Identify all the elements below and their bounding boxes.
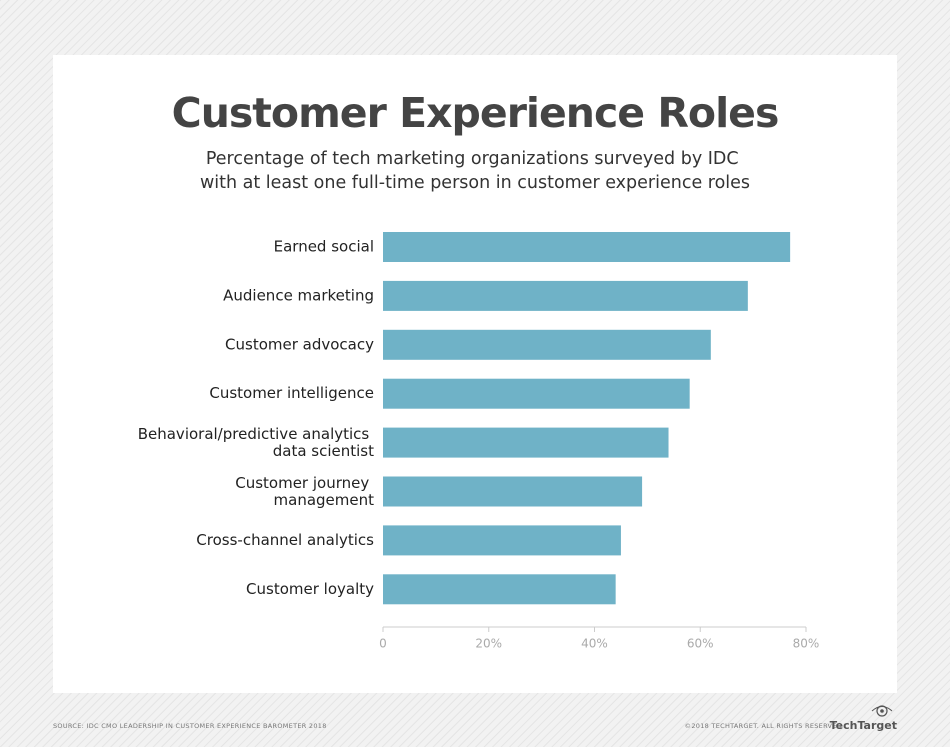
source-note: SOURCE: IDC CMO LEADERSHIP IN CUSTOMER E… [53,722,327,730]
y-tick-label: Customer journey management [235,474,374,509]
y-tick-label: Behavioral/predictive analytics data sci… [138,425,374,460]
x-tick-label: 0 [379,637,387,651]
bar [383,329,711,360]
x-tick-label: 80% [793,637,820,651]
y-tick-label: Earned social [274,238,374,256]
bar [383,476,643,507]
bar [383,378,690,409]
x-tick-label: 40% [581,637,608,651]
y-tick-label: Customer advocacy [225,335,374,353]
bar [383,427,669,458]
x-tick-label: 60% [687,637,714,651]
y-tick-label: Customer loyalty [246,580,374,598]
bar [383,574,616,605]
brand-name: TechTarget [830,719,897,732]
y-tick-label: Customer intelligence [209,384,374,402]
bar [383,280,748,311]
y-tick-label: Cross-channel analytics [196,531,374,549]
chart-subtitle: Percentage of tech marketing organizatio… [200,149,750,193]
bar [383,525,621,556]
x-tick-label: 20% [475,637,502,651]
bar [383,232,791,262]
brand-logo [871,705,893,717]
y-tick-label: Audience marketing [223,286,374,304]
chart-title: Customer Experience Roles [172,89,779,137]
copyright-note: ©2018 TECHTARGET. ALL RIGHTS RESERVED [685,722,842,730]
